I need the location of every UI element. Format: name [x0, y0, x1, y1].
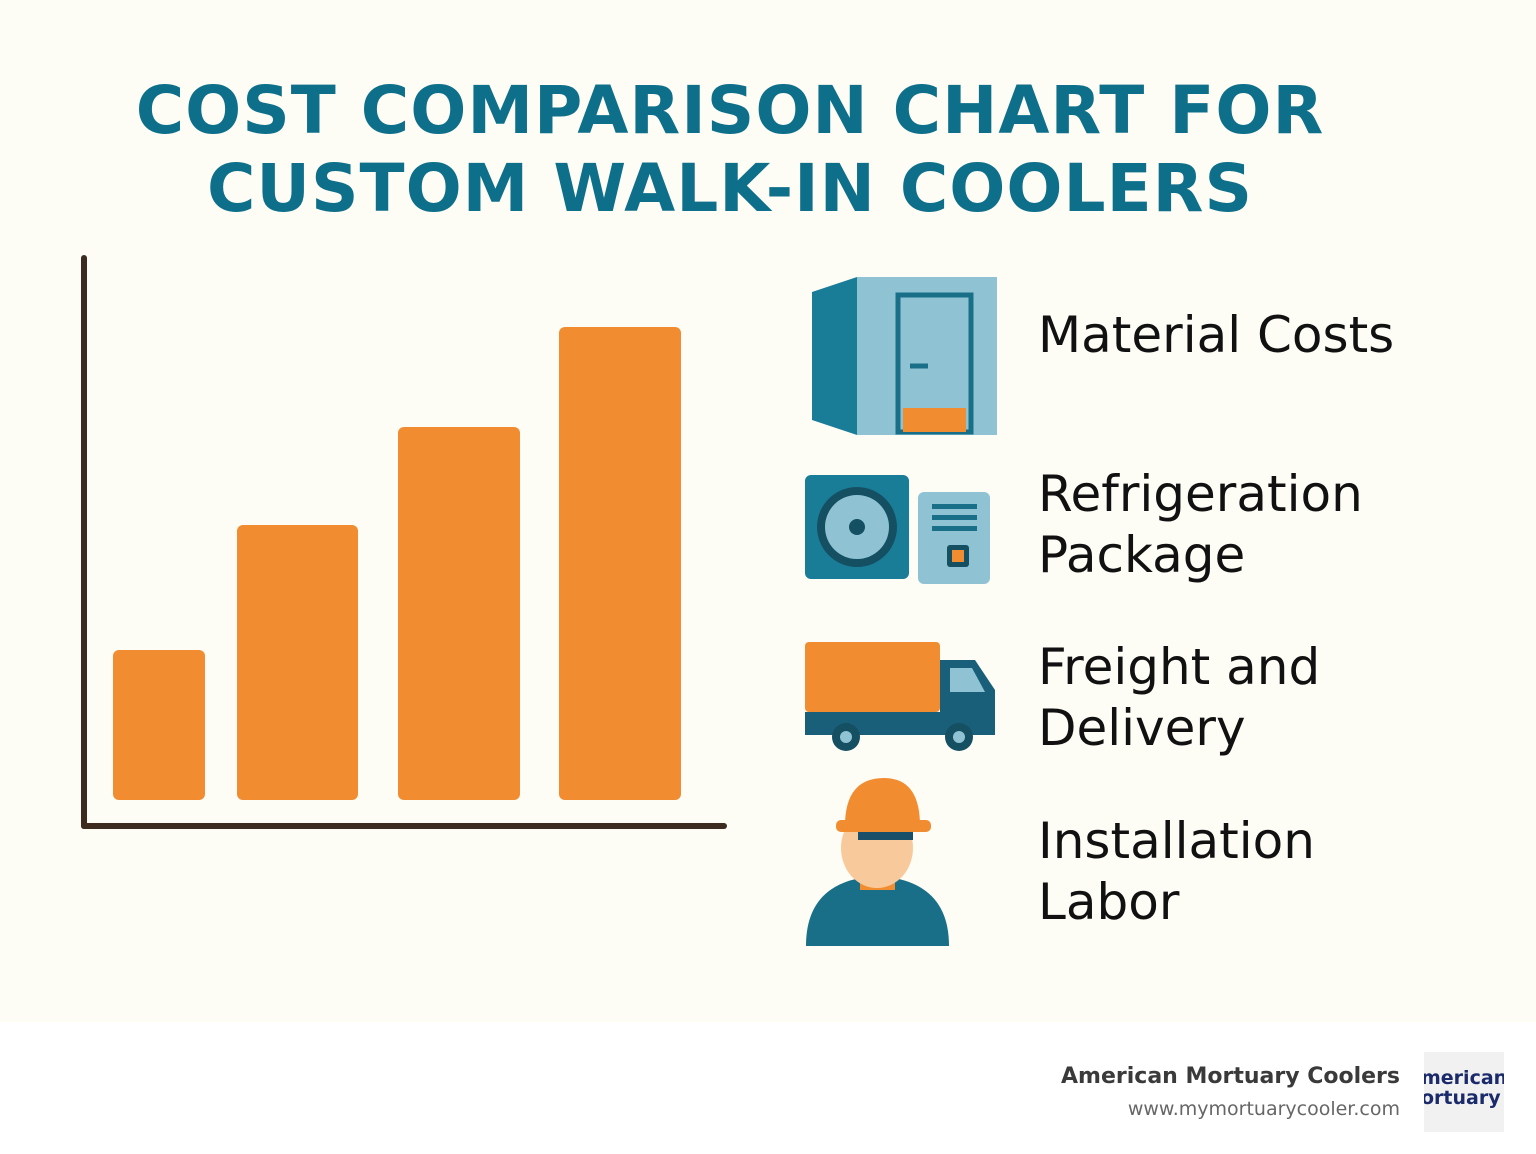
chart [81, 255, 997, 946]
bar [398, 427, 520, 800]
logo-text: merican [1424, 1067, 1504, 1089]
icon-truck [805, 642, 995, 751]
legend-label: Installation Labor [1038, 812, 1315, 931]
legend-label: Material Costs [1038, 306, 1395, 364]
logo: merican ortuary [1424, 1052, 1504, 1132]
legend-label: Refrigeration Package [1038, 465, 1363, 584]
bar [559, 327, 681, 800]
legend-label: Freight and Delivery [1038, 638, 1321, 757]
bar [237, 525, 358, 800]
chart-title: COST COMPARISON CHART FOR CUSTOM WALK-IN… [135, 72, 1325, 227]
icon-cooler [812, 277, 997, 435]
footer-url: www.mymortuarycooler.com [1127, 1098, 1400, 1120]
footer-company: American Mortuary Coolers [1061, 1064, 1400, 1089]
icon-worker [806, 778, 949, 946]
bar [113, 650, 205, 800]
logo-text: ortuary [1424, 1087, 1501, 1109]
icon-refrigeration [805, 475, 990, 584]
background [0, 0, 1536, 1022]
